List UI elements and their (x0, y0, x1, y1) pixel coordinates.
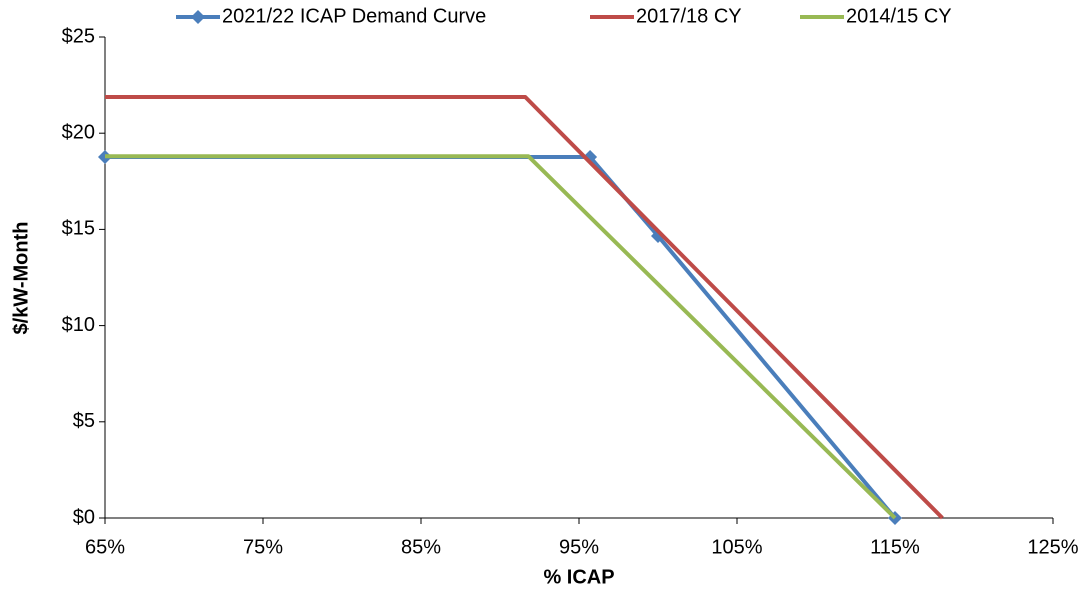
y-tick-label: $0 (73, 506, 95, 528)
y-axis-title: $/kW-Month (10, 222, 32, 335)
series-line (105, 95, 944, 520)
x-tick-label: 125% (1027, 536, 1078, 558)
legend-label: 2014/15 CY (846, 5, 952, 27)
series-line (105, 155, 897, 520)
x-axis-title: % ICAP (543, 566, 614, 588)
x-tick-label: 115% (870, 536, 920, 558)
legend-label: 2021/22 ICAP Demand Curve (222, 5, 486, 27)
legend-label: 2017/18 CY (636, 5, 742, 27)
y-tick-label: $20 (62, 121, 95, 143)
y-tick-label: $10 (62, 314, 95, 336)
x-tick-label: 95% (559, 536, 599, 558)
legend-marker (191, 10, 205, 24)
x-tick-label: 85% (401, 536, 441, 558)
y-tick-label: $25 (62, 25, 95, 47)
y-tick-label: $15 (62, 218, 95, 240)
x-tick-label: 65% (85, 536, 125, 558)
x-tick-label: 105% (711, 536, 762, 558)
y-tick-label: $5 (73, 410, 95, 432)
x-tick-label: 75% (243, 536, 283, 558)
series-line (105, 154, 897, 520)
